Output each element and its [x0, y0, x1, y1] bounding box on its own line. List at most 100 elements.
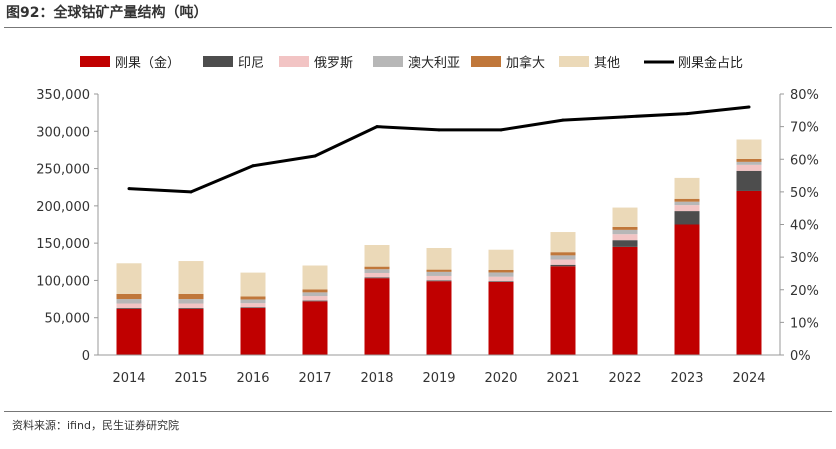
legend-swatch: [471, 56, 501, 67]
x-tick-label: 2019: [422, 371, 455, 386]
bar-segment-1-2014: [116, 308, 142, 309]
share-line-point: [685, 112, 689, 116]
legend-swatch: [279, 56, 309, 67]
share-line-point: [623, 115, 627, 119]
bar-segment-4-2020: [488, 269, 514, 273]
right-y-tick-label: 10%: [790, 316, 819, 331]
x-tick-label: 2017: [298, 371, 331, 386]
legend-label: 刚果（金）: [115, 55, 180, 71]
bar-segment-4-2016: [240, 296, 266, 300]
x-tick-label: 2015: [174, 371, 207, 386]
bar-segment-1-2015: [178, 308, 204, 309]
bar-segment-5-2020: [488, 249, 514, 270]
left-y-tick-label: 350,000: [36, 88, 90, 103]
bar-segment-1-2019: [426, 280, 452, 282]
x-tick-label: 2021: [546, 371, 579, 386]
bar-stack-group: [116, 139, 762, 355]
share-line-point: [127, 187, 131, 191]
right-y-tick-label: 20%: [790, 284, 819, 299]
bar-segment-5-2017: [302, 265, 328, 290]
right-y-tick-label: 80%: [790, 88, 819, 103]
bar-segment-2-2015: [178, 303, 204, 309]
x-tick-label: 2023: [670, 371, 703, 386]
bar-segment-5-2021: [550, 232, 576, 253]
right-y-tick-label: 0%: [790, 349, 811, 364]
bar-segment-3-2022: [612, 229, 638, 235]
bar-segment-2-2023: [674, 205, 700, 212]
left-y-tick-label: 100,000: [36, 274, 90, 289]
bar-segment-3-2018: [364, 269, 390, 273]
bar-segment-3-2019: [426, 271, 452, 276]
share-line-point: [189, 190, 193, 194]
source-note: 资料来源：ifind，民生证券研究院: [12, 419, 179, 432]
right-y-tick-label: 30%: [790, 251, 819, 266]
bar-segment-3-2020: [488, 272, 514, 277]
bar-segment-2-2024: [736, 164, 762, 171]
bar-segment-3-2023: [674, 201, 700, 206]
left-y-tick-label: 150,000: [36, 237, 90, 252]
share-line-point: [437, 128, 441, 132]
bar-segment-3-2014: [116, 299, 142, 304]
bar-segment-1-2020: [488, 281, 514, 282]
bar-segment-2-2021: [550, 259, 576, 265]
right-y-tick-label: 70%: [790, 121, 819, 136]
bar-segment-4-2017: [302, 289, 328, 293]
legend-label: 俄罗斯: [314, 56, 353, 71]
bar-segment-0-2019: [426, 281, 452, 355]
bar-segment-2-2017: [302, 296, 328, 301]
bar-segment-1-2021: [550, 264, 576, 267]
bar-segment-5-2018: [364, 245, 390, 267]
chart-legend: 刚果（金） 印尼 俄罗斯 澳大利亚 加拿大 其他 刚果金占比: [80, 55, 743, 71]
x-tick-label: 2020: [484, 371, 517, 386]
bar-segment-1-2024: [736, 170, 762, 191]
legend-label: 其他: [594, 56, 620, 71]
bar-segment-0-2020: [488, 281, 514, 355]
bar-segment-4-2023: [674, 198, 700, 202]
bar-segment-0-2024: [736, 190, 762, 355]
right-y-tick-label: 60%: [790, 153, 819, 168]
left-y-tick-label: 50,000: [45, 312, 91, 327]
bar-segment-5-2015: [178, 261, 204, 294]
legend-swatch: [559, 56, 589, 67]
bar-segment-4-2014: [116, 293, 142, 300]
bar-segment-2-2014: [116, 303, 142, 309]
legend-label: 澳大利亚: [408, 55, 460, 71]
bar-segment-4-2015: [178, 293, 204, 300]
bar-segment-5-2014: [116, 263, 142, 294]
bar-segment-2-2022: [612, 234, 638, 241]
figure-title: 图92：全球钴矿产量结构（吨）: [6, 5, 208, 21]
legend-label: 印尼: [238, 56, 264, 71]
bar-segment-3-2016: [240, 299, 266, 304]
left-y-tick-label: 200,000: [36, 200, 90, 215]
share-line-point: [747, 105, 751, 109]
bar-segment-2-2019: [426, 275, 452, 281]
bar-segment-0-2023: [674, 224, 700, 355]
title-rule: [4, 27, 832, 28]
right-y-axis: 0% 10% 20% 30% 40% 50% 60% 70% 80%: [779, 88, 819, 364]
bar-segment-0-2021: [550, 266, 576, 355]
bar-segment-5-2022: [612, 207, 638, 227]
x-tick-label: 2024: [732, 371, 765, 386]
bar-segment-1-2017: [302, 300, 328, 302]
bar-segment-5-2024: [736, 139, 762, 159]
share-line-point: [499, 128, 503, 132]
bar-segment-1-2023: [674, 211, 700, 225]
share-line-point: [375, 125, 379, 129]
source-rule: [4, 411, 832, 412]
bar-segment-4-2019: [426, 269, 452, 272]
bar-segment-0-2017: [302, 301, 328, 355]
bar-segment-0-2022: [612, 246, 638, 355]
bar-segment-2-2018: [364, 272, 390, 278]
left-y-tick-label: 0: [82, 349, 90, 364]
bar-segment-4-2024: [736, 158, 762, 162]
line-series-group: [127, 105, 751, 194]
right-y-tick-label: 40%: [790, 219, 819, 234]
bar-segment-0-2014: [116, 308, 142, 355]
legend-swatch: [203, 56, 233, 67]
left-y-tick-label: 300,000: [36, 125, 90, 140]
x-tick-label: 2022: [608, 371, 641, 386]
bar-segment-5-2019: [426, 247, 452, 270]
legend-swatch: [80, 56, 110, 67]
left-y-axis: 0 50,000 100,000 150,000 200,000 250,000 300,0…: [36, 88, 99, 364]
bar-segment-1-2018: [364, 277, 390, 279]
